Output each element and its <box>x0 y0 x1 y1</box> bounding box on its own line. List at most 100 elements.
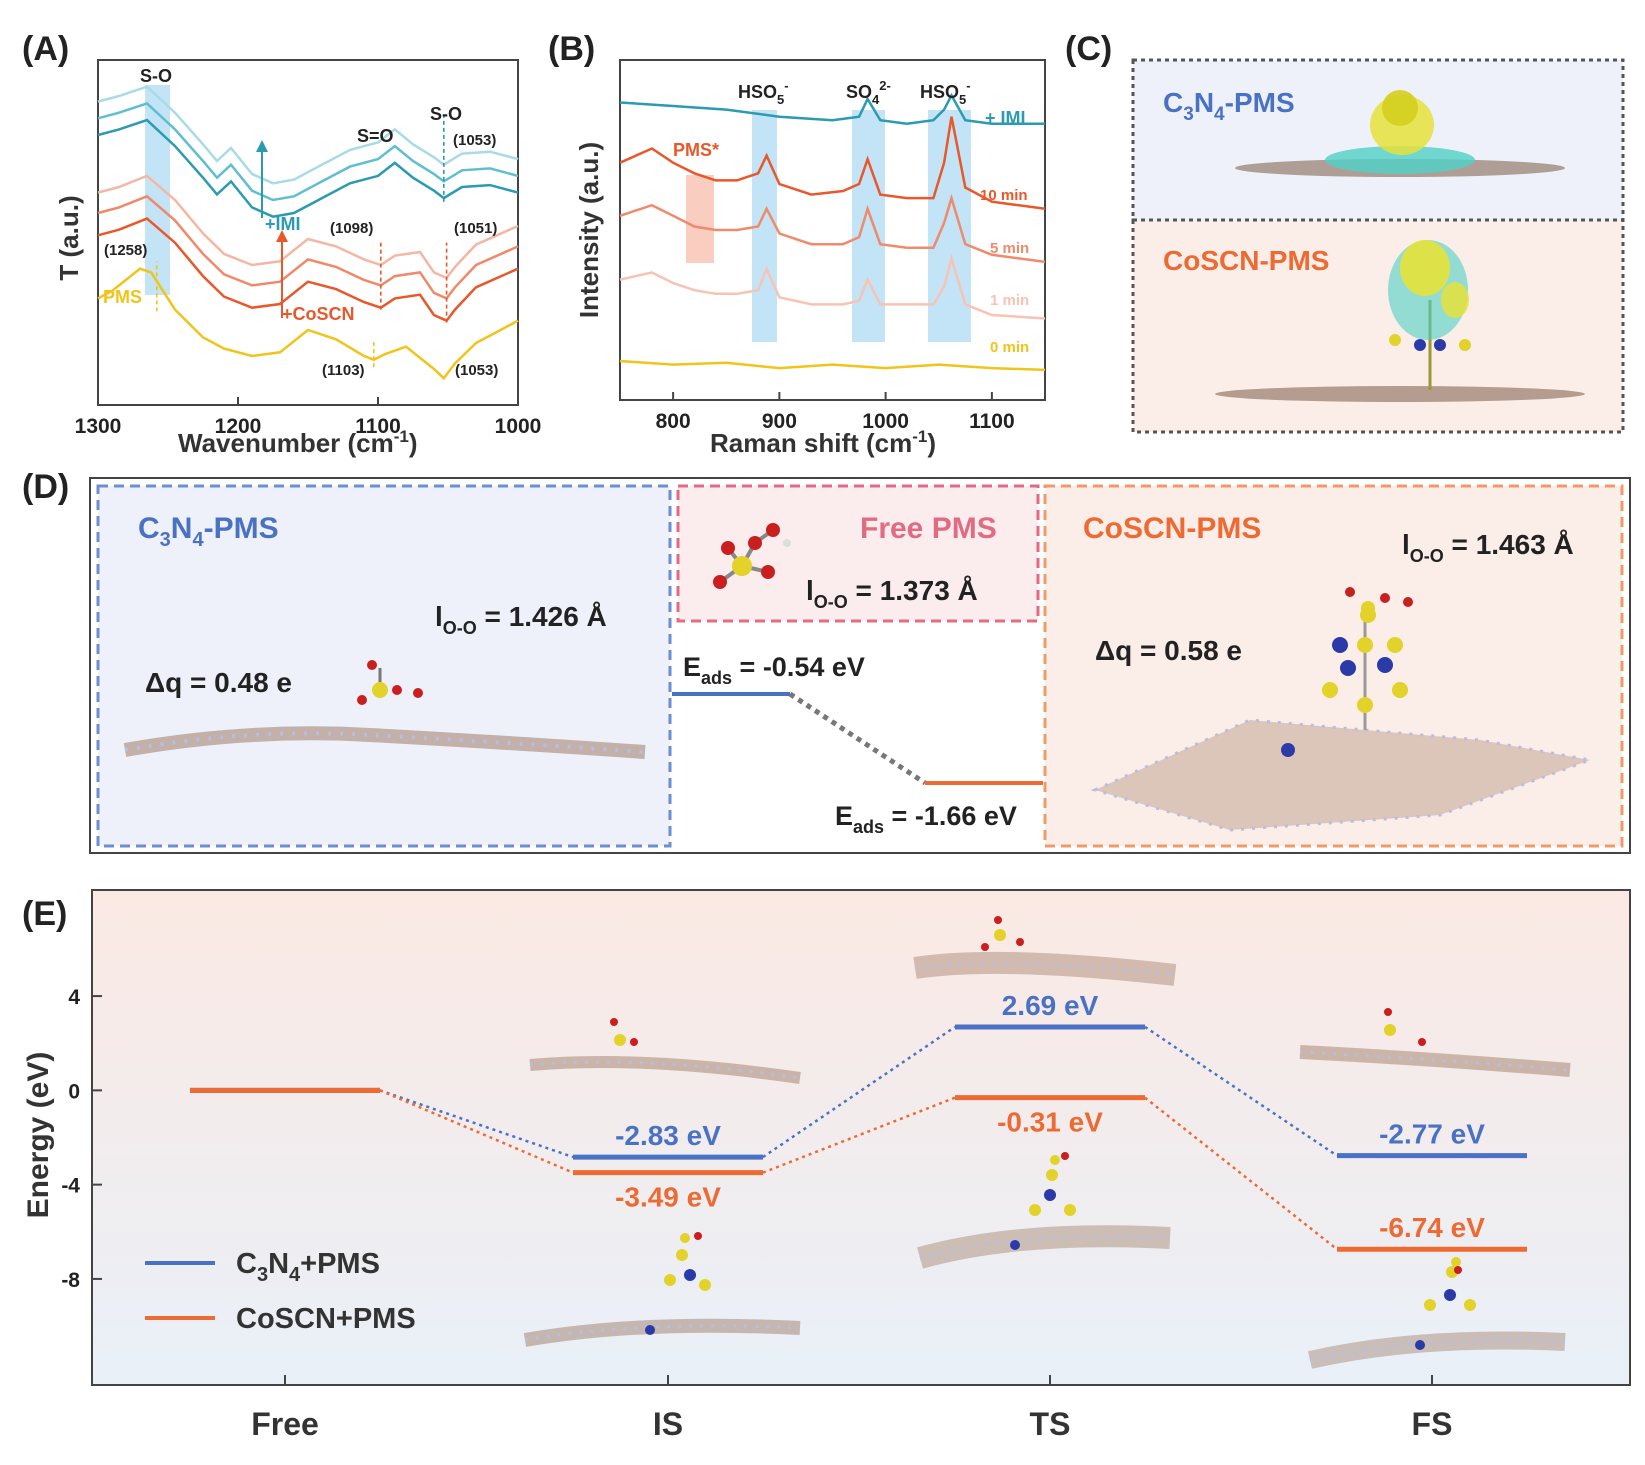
panel-a-label: (A) <box>22 30 69 68</box>
structure-fs-coscn <box>1308 1257 1566 1369</box>
e-value-coscn-2: -0.31 eV <box>997 1107 1103 1138</box>
b-xtick-label-1: 900 <box>762 410 797 433</box>
band-label-pms-star: PMS* <box>673 140 719 160</box>
panel-d-right-dq: Δq = 0.58 e <box>1095 635 1242 666</box>
panel-d: (D) C3N4-PMS lO-O = 1.426 Å Δq = 0.48 e … <box>22 468 1631 854</box>
panel-d-frame <box>89 477 1631 854</box>
panel-e-legend: C3N4+PMS CoSCN+PMS <box>145 1248 416 1335</box>
panel-d-label: (D) <box>22 468 69 506</box>
ftir-curve-1 <box>97 217 519 323</box>
panel-a-curves <box>97 85 519 381</box>
ftir-curve-0 <box>97 267 519 381</box>
panel-a-xlabel: Wavenumber (cm-1) <box>178 427 418 458</box>
structure-ts-c3n4 <box>913 916 1177 986</box>
wn-1103: (1103) <box>322 362 365 379</box>
label-imi: +IMI <box>265 214 301 234</box>
raman-curve-2 <box>619 193 1046 264</box>
panel-a-frame <box>97 59 519 406</box>
e-value-coscn-3: -6.74 eV <box>1379 1212 1485 1243</box>
e-xtick-label-1: IS <box>653 1406 683 1442</box>
structure-is-c3n4 <box>529 1018 801 1084</box>
peak-so-right: S-O <box>430 104 462 124</box>
panel-d-left-lOO: lO-O = 1.426 Å <box>435 601 607 638</box>
peak-s-eq-o: S=O <box>357 126 394 146</box>
b-xtick-label-0: 800 <box>656 410 691 433</box>
raman-curve-0 <box>619 359 1046 372</box>
raman-curve-4 <box>619 92 1045 126</box>
panel-b-frame <box>619 59 1046 401</box>
panel-b-curves <box>619 92 1046 372</box>
e-xtick-label-2: TS <box>1030 1406 1071 1442</box>
b-xtick-label-3: 1100 <box>969 410 1015 433</box>
panel-a-so-band <box>145 85 170 295</box>
panel-c-label: (C) <box>1065 30 1112 68</box>
structure-is-coscn <box>523 1232 801 1347</box>
ftir-curve-6 <box>97 85 519 185</box>
panel-b-label: (B) <box>548 30 595 68</box>
panel-d-middle-lOO: lO-O = 1.373 Å <box>806 575 978 612</box>
panel-e-series <box>190 1024 1527 1252</box>
panel-b-ticks: 800 900 1000 1100 <box>656 392 1015 433</box>
e-value-c3n4-3: -2.77 eV <box>1379 1119 1485 1150</box>
curve-label-imi: + IMI <box>985 108 1026 128</box>
e-connector-1-3 <box>1144 1096 1338 1251</box>
e-connector-0-1 <box>379 1089 574 1159</box>
panel-c-top-title: C3N4-PMS <box>1163 87 1295 125</box>
a-xtick-label-2: 1100 <box>355 415 401 438</box>
a-xtick-label-1: 1200 <box>215 415 262 438</box>
panel-b-ylabel: Intensity (a.u.) <box>574 142 604 318</box>
d-eads-coscn: Eads = -1.66 eV <box>835 801 1017 837</box>
label-coscn: +CoSCN <box>282 304 355 324</box>
panel-d-right-title: CoSCN-PMS <box>1083 512 1261 545</box>
label-pms: PMS <box>103 287 142 307</box>
structure-ts-coscn <box>917 1152 1171 1269</box>
peak-so-left: S-O <box>140 66 172 86</box>
panel-e-frame <box>91 889 1631 1386</box>
band-hso5-b <box>928 110 971 342</box>
arrow-coscn-head <box>276 230 288 242</box>
legend-label-c3n4: C3N4+PMS <box>236 1248 380 1286</box>
raman-curve-3 <box>619 116 1046 211</box>
band-so4 <box>852 110 885 342</box>
panel-a: (A) 1300 1200 1100 1000 Wavenumber (cm-1) T… <box>22 30 541 458</box>
panel-d-middle-title: Free PMS <box>860 512 997 545</box>
e-xtick-label-3: FS <box>1412 1406 1453 1442</box>
charge-density-bottom <box>1215 240 1585 402</box>
e-ytick-label-3: -8 <box>61 1269 80 1292</box>
panel-d-left-dq: Δq = 0.48 e <box>145 667 292 698</box>
e-value-coscn-1: -3.49 eV <box>615 1182 721 1213</box>
panel-d-left-box <box>96 484 672 848</box>
e-ytick-label-0: 4 <box>68 986 80 1009</box>
panel-a-ticks: 1300 1200 1100 1000 <box>75 397 542 438</box>
curve-label-1min: 1 min <box>990 292 1029 309</box>
panel-d-left-title: C3N4-PMS <box>138 512 279 551</box>
e-ytick-label-2: -4 <box>61 1175 80 1198</box>
ftir-curve-2 <box>97 194 519 300</box>
panel-e: (E) 4 0 -4 -8 Free IS TS FS -2.83 eV 2.69 eV -2.7… <box>22 889 1631 1442</box>
panel-e-label: (E) <box>22 895 67 933</box>
curve-label-10min: 10 min <box>980 187 1028 204</box>
band-pms-star <box>686 175 714 263</box>
panel-e-axes: 4 0 -4 -8 Free IS TS FS <box>61 986 1452 1442</box>
legend-label-coscn: CoSCN+PMS <box>236 1303 416 1335</box>
a-xtick-label-0: 1300 <box>75 415 122 438</box>
wn-1051: (1051) <box>454 220 497 237</box>
a-xtick-label-3: 1000 <box>495 415 542 438</box>
free-pms-molecule <box>713 523 791 589</box>
e-value-c3n4-1: -2.83 eV <box>615 1120 721 1151</box>
wn-1098: (1098) <box>330 220 373 237</box>
e-ytick-label-1: 0 <box>68 1080 80 1103</box>
curve-label-5min: 5 min <box>990 240 1029 257</box>
curve-label-0min: 0 min <box>990 339 1029 356</box>
panel-b-xlabel: Raman shift (cm-1) <box>710 427 936 458</box>
ftir-curve-3 <box>97 174 519 280</box>
c3n4-structure-d <box>123 660 646 759</box>
panel-b: (B) 800 900 1000 1100 Raman shift (cm-1) In… <box>548 30 1046 458</box>
panel-e-ylabel: Energy (eV) <box>22 1052 55 1219</box>
panel-c-bottom-title: CoSCN-PMS <box>1163 245 1329 276</box>
ftir-curve-4 <box>97 118 519 218</box>
wn-1053-top: (1053) <box>453 132 496 149</box>
band-label-so4: SO42- <box>846 78 891 107</box>
band-label-hso5-b: HSO5- <box>920 78 971 107</box>
